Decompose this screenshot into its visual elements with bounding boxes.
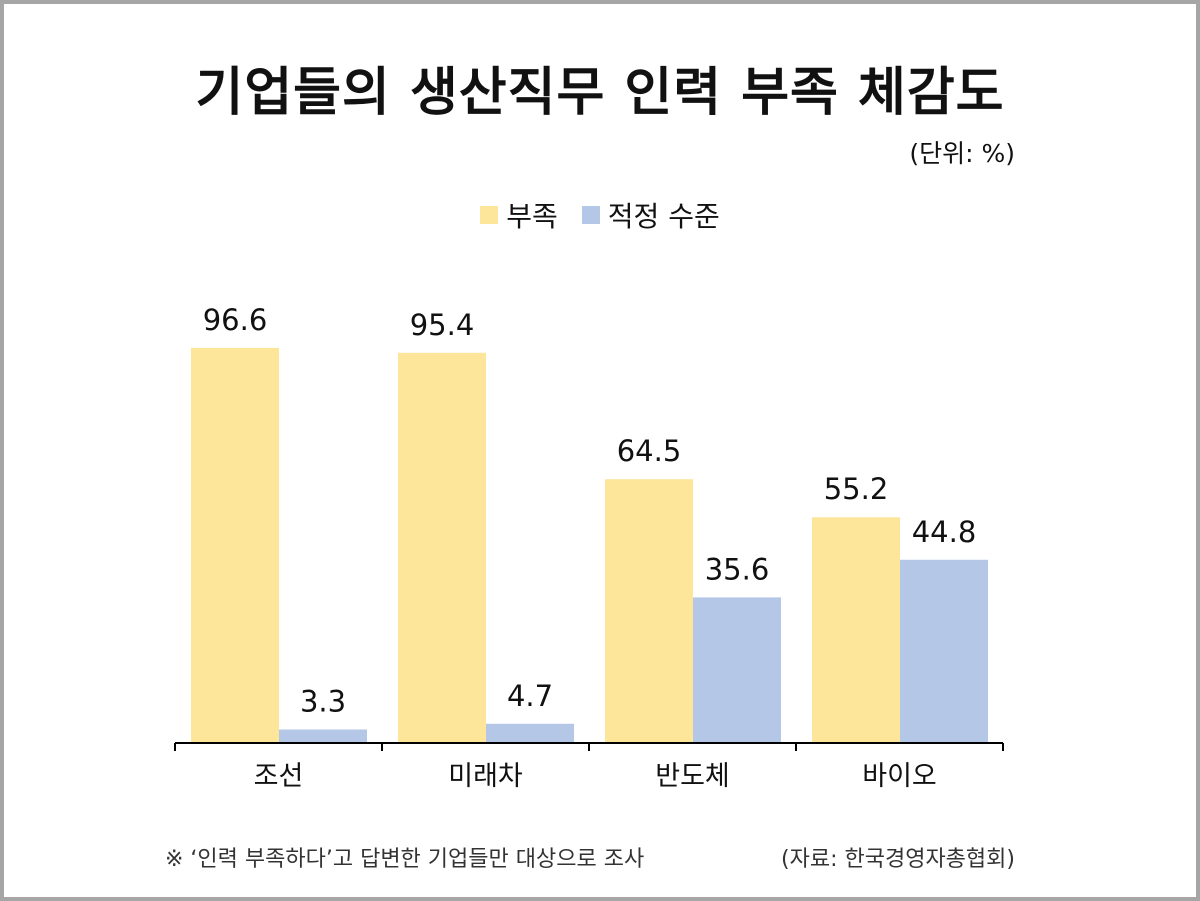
- legend-swatch-shortage: [480, 206, 499, 224]
- legend: 부족 적정 수준: [0, 195, 1200, 235]
- category-label-1: 미래차: [448, 761, 523, 792]
- chart-title: 기업들의 생산직무 인력 부족 체감도: [195, 63, 1005, 123]
- bar-adequate-1: [486, 723, 574, 743]
- data-label-shortage-2: 64.5: [617, 434, 682, 468]
- category-label-3: 바이오: [862, 761, 937, 792]
- legend-label-adequate: 적정 수준: [607, 200, 720, 233]
- bar-adequate-0: [279, 729, 367, 743]
- footnote: ※ ‘인력 부족하다’고 답변한 기업들만 대상으로 조사: [165, 847, 645, 872]
- data-label-adequate-0: 3.3: [300, 685, 346, 719]
- bar-adequate-3: [900, 559, 988, 743]
- bar-shortage-2: [605, 479, 693, 743]
- legend-label-shortage: 부족: [506, 200, 558, 233]
- data-label-adequate-3: 44.8: [912, 515, 977, 549]
- bar-adequate-2: [693, 597, 781, 743]
- data-label-adequate-1: 4.7: [507, 679, 553, 713]
- data-label-shortage-3: 55.2: [824, 472, 889, 506]
- category-label-2: 반도체: [655, 761, 730, 792]
- legend-swatch-adequate: [581, 206, 600, 224]
- legend-item-shortage: 부족: [480, 195, 558, 235]
- bar-shortage-3: [812, 517, 900, 743]
- category-label-0: 조선: [254, 761, 304, 792]
- unit-label: (단위: %): [909, 139, 1015, 168]
- data-label-shortage-1: 95.4: [410, 308, 475, 342]
- source-note: (자료: 한국경영자총협회): [781, 847, 1015, 872]
- data-label-adequate-2: 35.6: [705, 552, 770, 586]
- bar-shortage-1: [398, 352, 486, 743]
- data-label-shortage-0: 96.6: [203, 303, 268, 337]
- bar-shortage-0: [191, 347, 279, 743]
- legend-item-adequate: 적정 수준: [581, 195, 720, 235]
